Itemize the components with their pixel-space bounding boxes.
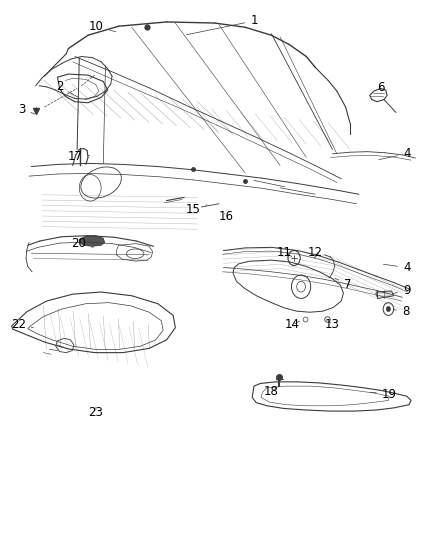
- Text: 1: 1: [187, 14, 258, 35]
- Text: 2: 2: [56, 80, 79, 98]
- Text: 12: 12: [307, 246, 322, 259]
- Polygon shape: [79, 236, 105, 246]
- Text: 18: 18: [264, 385, 279, 399]
- Text: 10: 10: [88, 20, 116, 33]
- Circle shape: [386, 306, 391, 312]
- Text: 17: 17: [67, 150, 90, 164]
- Text: 23: 23: [88, 406, 103, 419]
- Text: 15: 15: [185, 203, 207, 215]
- Text: 16: 16: [219, 210, 233, 223]
- Text: 8: 8: [393, 305, 410, 318]
- Text: 9: 9: [393, 284, 410, 297]
- Text: 22: 22: [11, 319, 33, 332]
- Text: 11: 11: [277, 246, 292, 259]
- Text: 14: 14: [285, 319, 300, 332]
- Text: 13: 13: [325, 319, 340, 332]
- Text: 20: 20: [71, 237, 93, 250]
- Text: 3: 3: [18, 103, 35, 116]
- Text: 19: 19: [370, 387, 397, 401]
- Text: 6: 6: [371, 82, 384, 96]
- Text: 4: 4: [383, 261, 410, 274]
- Text: 4: 4: [379, 147, 410, 160]
- Text: 7: 7: [335, 278, 352, 290]
